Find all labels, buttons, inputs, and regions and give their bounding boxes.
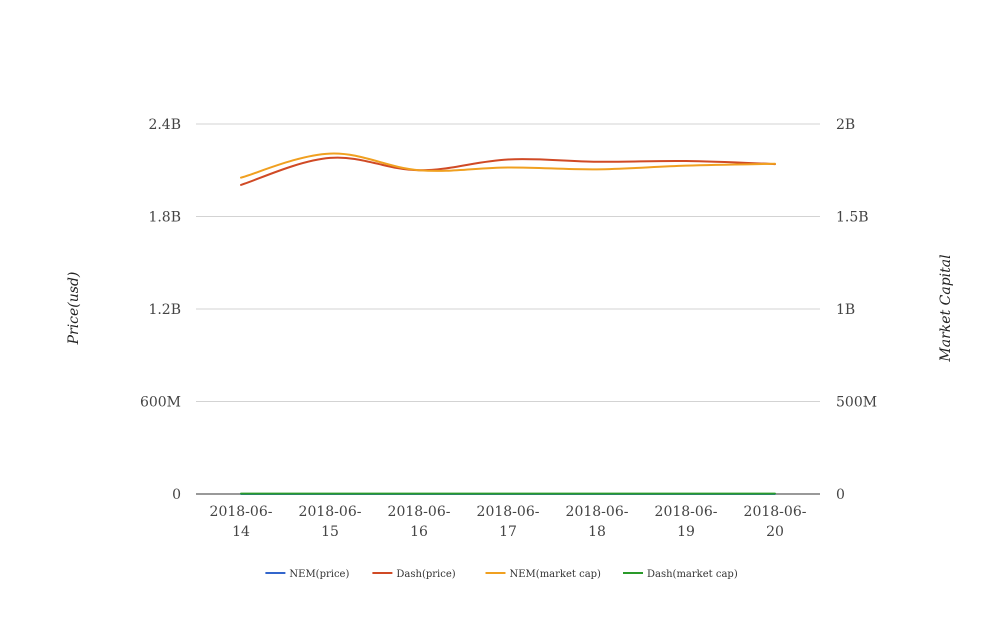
- x-axis-tick-label: 2018-06-17: [477, 504, 540, 540]
- x-axis-ticks: 2018-06-14 2018-06-15 2018-06-16 2018-06-17…: [210, 504, 807, 540]
- right-axis-tick-label: 500M: [836, 395, 877, 411]
- x-axis-tick-label: 2018-06-16: [388, 504, 451, 540]
- left-axis-tick-label: 1.8B: [148, 210, 181, 226]
- left-axis-tick-label: 0: [172, 487, 181, 503]
- legend-item-dash-market-cap[interactable]: Dash(market cap): [623, 569, 738, 580]
- legend-label: NEM(market cap): [510, 569, 602, 580]
- x-axis-tick-label: 2018-06-19: [655, 504, 718, 540]
- x-axis-tick-label: 2018-06-20: [744, 504, 807, 540]
- legend: NEM(price) Dash(price) NEM(market cap) Dash…: [265, 569, 737, 580]
- x-axis-tick-label: 2018-06-15: [299, 504, 362, 540]
- left-axis-tick-label: 2.4B: [148, 117, 181, 133]
- series-line-dash-price: [241, 158, 775, 185]
- left-axis-ticks: 0 600M 1.2B 1.8B 2.4B: [140, 117, 181, 503]
- right-axis-tick-label: 2B: [836, 117, 855, 133]
- legend-item-dash-price[interactable]: Dash(price): [372, 569, 455, 580]
- legend-item-nem-price[interactable]: NEM(price): [265, 569, 349, 580]
- right-axis-tick-label: 1.5B: [836, 210, 869, 226]
- legend-label: Dash(market cap): [647, 569, 738, 580]
- series-lines: [241, 154, 775, 494]
- x-axis-tick-label: 2018-06-14: [210, 504, 273, 540]
- right-axis-ticks: 0 500M 1B 1.5B 2B: [836, 117, 877, 503]
- x-axis-tick-label: 2018-06-18: [566, 504, 629, 540]
- left-axis-tick-label: 600M: [140, 395, 181, 411]
- legend-item-nem-market-cap[interactable]: NEM(market cap): [486, 569, 602, 580]
- grid-lines: [196, 124, 820, 494]
- right-axis-tick-label: 1B: [836, 302, 855, 318]
- left-axis-tick-label: 1.2B: [148, 302, 181, 318]
- right-axis-title: Market Capital: [938, 254, 954, 362]
- legend-label: NEM(price): [289, 569, 349, 580]
- series-line-nem-market-cap: [241, 154, 775, 178]
- left-axis-title: Price(usd): [66, 272, 82, 346]
- legend-label: Dash(price): [396, 569, 455, 580]
- right-axis-tick-label: 0: [836, 487, 845, 503]
